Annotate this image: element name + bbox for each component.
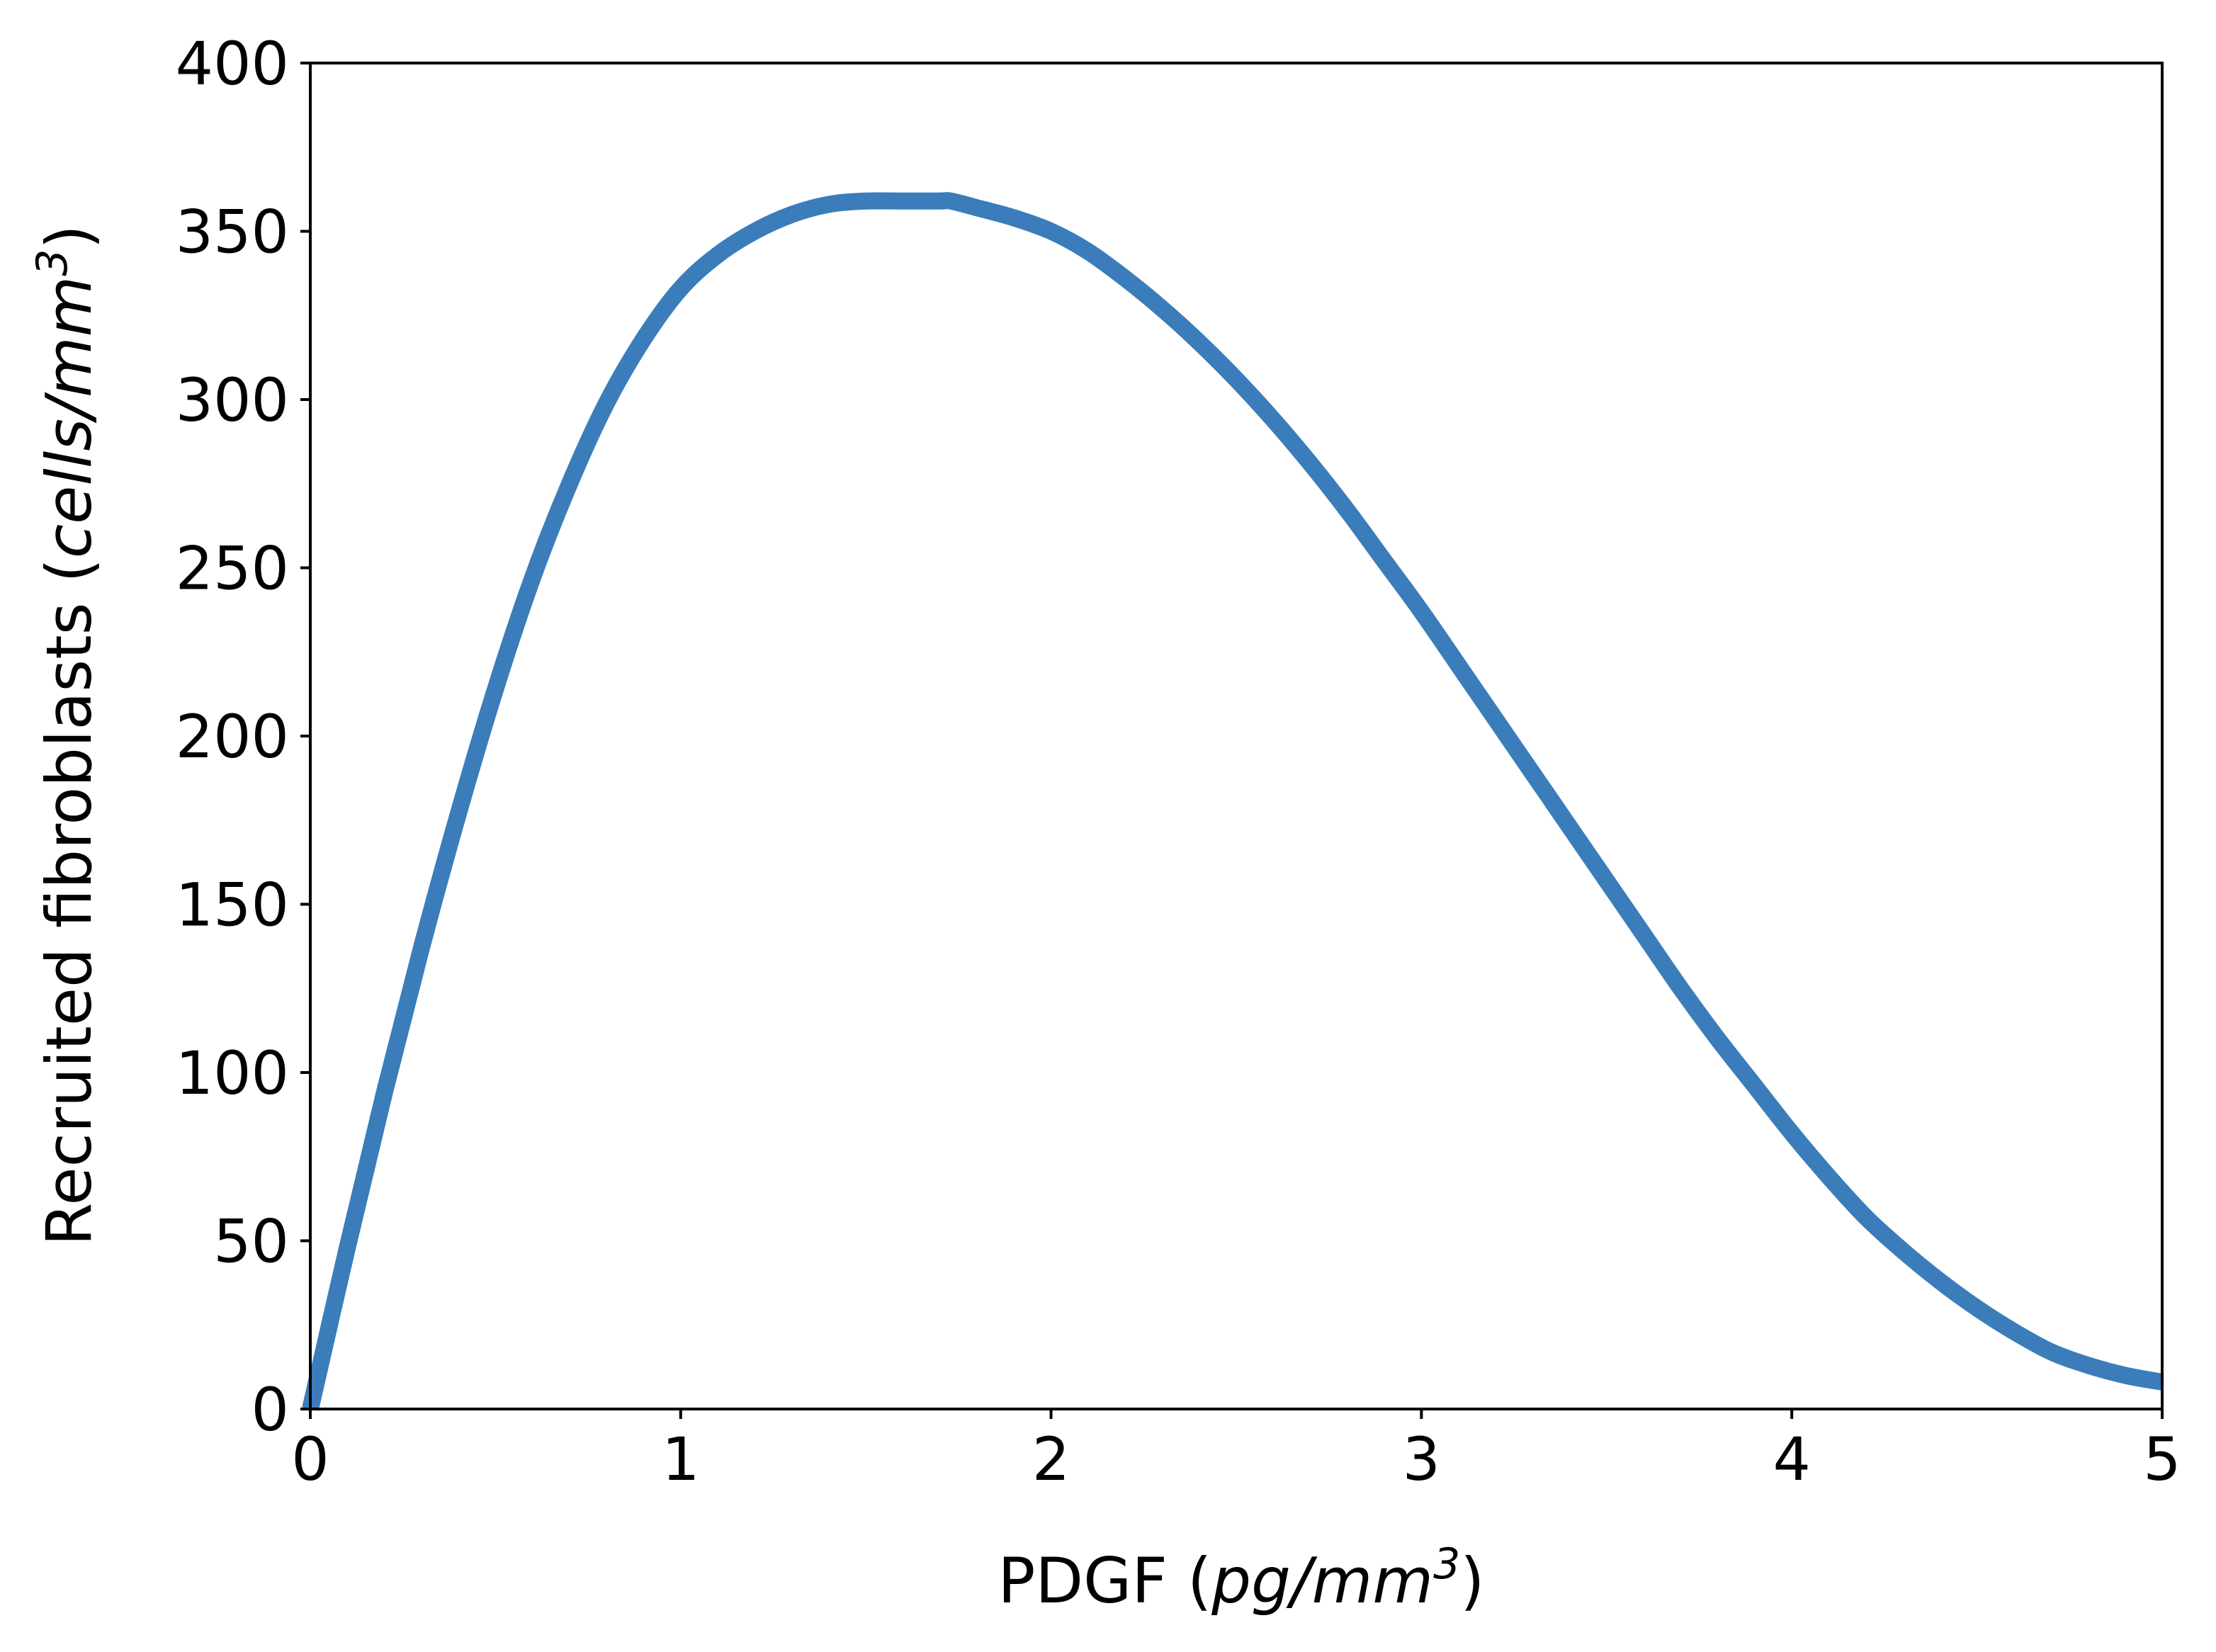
x-tick-label: 2 [1032,1425,1070,1494]
y-tick-label: 400 [176,29,289,98]
x-tick-label: 5 [2143,1425,2181,1494]
plot-area [302,192,2164,1411]
y-tick-label: 200 [176,702,289,771]
x-tick-label: 0 [291,1425,329,1494]
y-tick-label: 250 [176,534,289,604]
y-tick-label: 0 [251,1375,289,1444]
x-tick-label: 3 [1403,1425,1440,1494]
y-tick-label: 300 [176,366,289,435]
y-axis-label: Recruited fibroblasts (cells/mm3) [28,225,106,1246]
x-tick-label: 1 [662,1425,699,1494]
series-line-0 [302,192,2164,1411]
axes-frame [309,62,2164,1410]
y-tick-label: 100 [176,1039,289,1108]
y-tick-label: 350 [176,198,289,267]
y-tick-label: 150 [176,871,289,940]
x-axis-label: PDGF (pg/mm3) [997,1539,1484,1617]
y-tick-label: 50 [213,1207,289,1277]
x-tick-label: 4 [1773,1425,1810,1494]
